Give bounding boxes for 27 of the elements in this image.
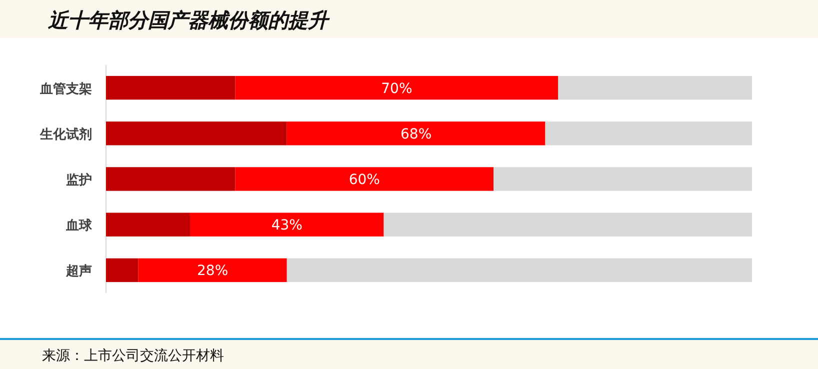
annotation: 43%	[271, 218, 302, 234]
y-tick-label: 生化试剂	[39, 126, 92, 142]
bar	[138, 258, 287, 282]
source-note: 来源：上市公司交流公开材料	[42, 348, 224, 364]
annotation: 60%	[348, 172, 380, 188]
y-tick-label: 血球	[65, 218, 93, 234]
bar	[106, 76, 236, 100]
bar	[286, 258, 752, 282]
bar	[235, 76, 558, 100]
y-tick-label: 超声	[65, 264, 92, 280]
bar	[106, 122, 287, 146]
bar	[235, 167, 494, 191]
annotation: 68%	[400, 126, 432, 142]
annotation: 70%	[381, 80, 412, 97]
bar	[106, 212, 190, 236]
bar	[106, 167, 236, 191]
bar	[106, 258, 138, 282]
chart-title: 近十年部分国产器械份额的提升	[47, 8, 330, 32]
bar	[190, 212, 384, 236]
bar	[494, 167, 752, 191]
bar	[545, 122, 752, 146]
y-tick-label: 血管支架	[39, 80, 92, 97]
annotation: 28%	[197, 263, 228, 280]
y-tick-label: 监护	[66, 172, 92, 188]
bar	[286, 122, 546, 146]
bar	[558, 76, 752, 100]
bar	[384, 212, 752, 236]
